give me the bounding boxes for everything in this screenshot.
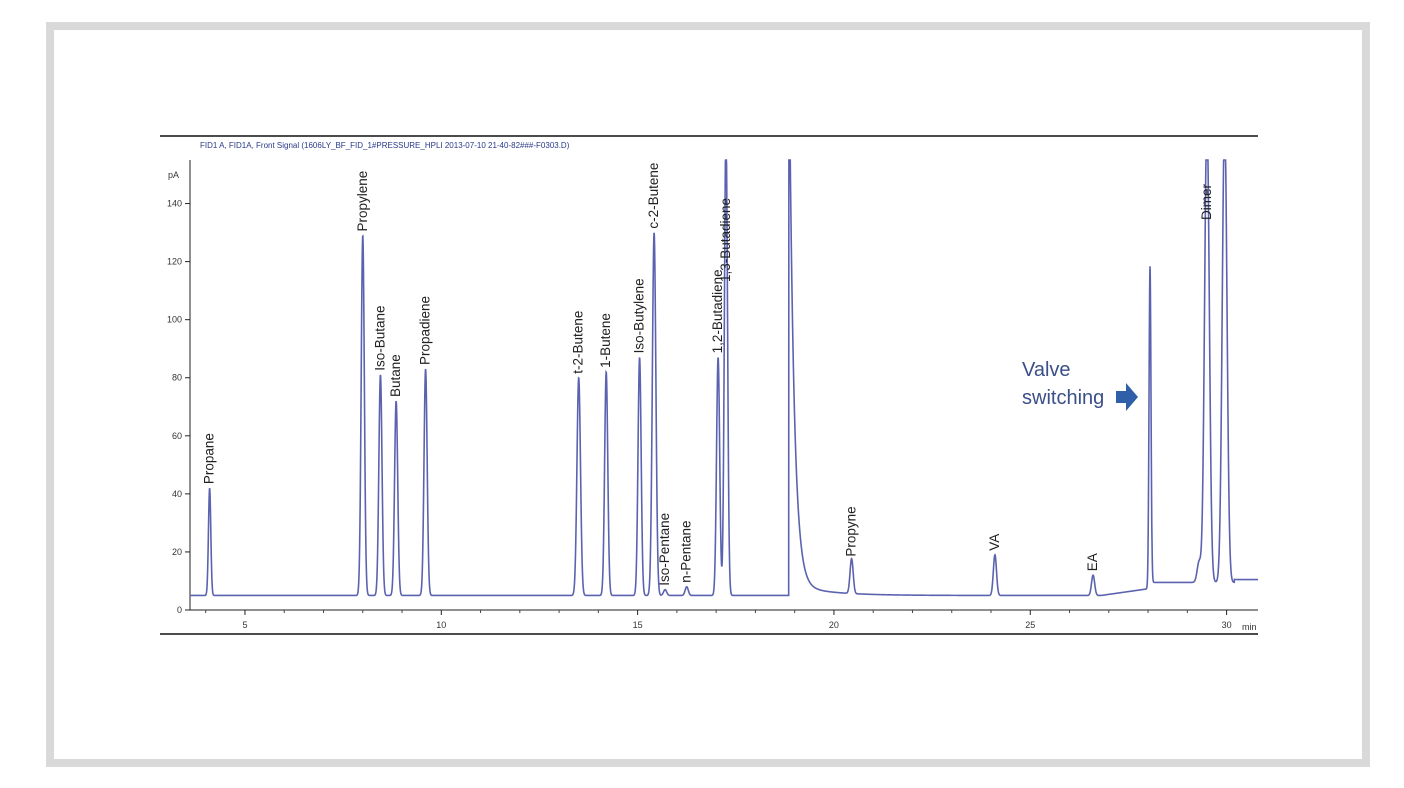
- y-tick-label: 120: [167, 257, 182, 267]
- peak-label: Butane: [388, 354, 403, 397]
- annotation-line-2: switching: [1022, 387, 1104, 409]
- x-tick-label: 15: [633, 620, 643, 630]
- x-axis-unit: min: [1242, 622, 1257, 632]
- y-tick-label: 60: [172, 431, 182, 441]
- x-tick-label: 5: [242, 620, 247, 630]
- peak-label: EA: [1085, 553, 1100, 571]
- chart-header: FID1 A, FID1A, Front Signal (1606LY_BF_F…: [200, 141, 570, 150]
- y-tick-label: 100: [167, 315, 182, 325]
- valve-switching-annotation: Valve switching: [1022, 359, 1138, 411]
- x-tick-label: 30: [1222, 620, 1232, 630]
- y-tick-label: 140: [167, 199, 182, 209]
- y-tick-label: 0: [177, 605, 182, 615]
- peak-label: Propane: [202, 433, 217, 484]
- peak-label: Iso-Butane: [372, 306, 387, 371]
- peak-label: t-2-Butene: [571, 311, 586, 374]
- x-tick-label: 10: [436, 620, 446, 630]
- peak-label: 1,3-Butadiene: [718, 198, 733, 282]
- peak-label: 1,2-Butadiene: [710, 269, 725, 353]
- y-tick-label: 80: [172, 373, 182, 383]
- peak-label: c-2-Butene: [646, 163, 661, 229]
- peak-label: VA: [987, 534, 1002, 551]
- annotation-line-1: Valve: [1022, 359, 1071, 381]
- peak-label: 1-Butene: [598, 313, 613, 368]
- peak-label: n-Pentane: [679, 520, 694, 582]
- peak-label: Iso-Pentane: [657, 513, 672, 586]
- x-tick-label: 25: [1025, 620, 1035, 630]
- peak-label: Dimer: [1199, 183, 1214, 220]
- x-tick-label: 20: [829, 620, 839, 630]
- y-tick-label: 40: [172, 489, 182, 499]
- arrow-right-icon: [1116, 383, 1138, 411]
- peak-label: Iso-Butylene: [632, 278, 647, 353]
- y-axis-unit: pA: [168, 170, 179, 180]
- y-tick-label: 20: [172, 547, 182, 557]
- peak-label: Propylene: [355, 171, 370, 232]
- peak-label: Propadiene: [418, 296, 433, 365]
- signal-trace: [190, 159, 1258, 597]
- peak-label: Propyne: [844, 506, 859, 556]
- axis-ticks: 5 10 15 20 25 30 0 20 40 60 80 100 120 140: [167, 199, 1232, 630]
